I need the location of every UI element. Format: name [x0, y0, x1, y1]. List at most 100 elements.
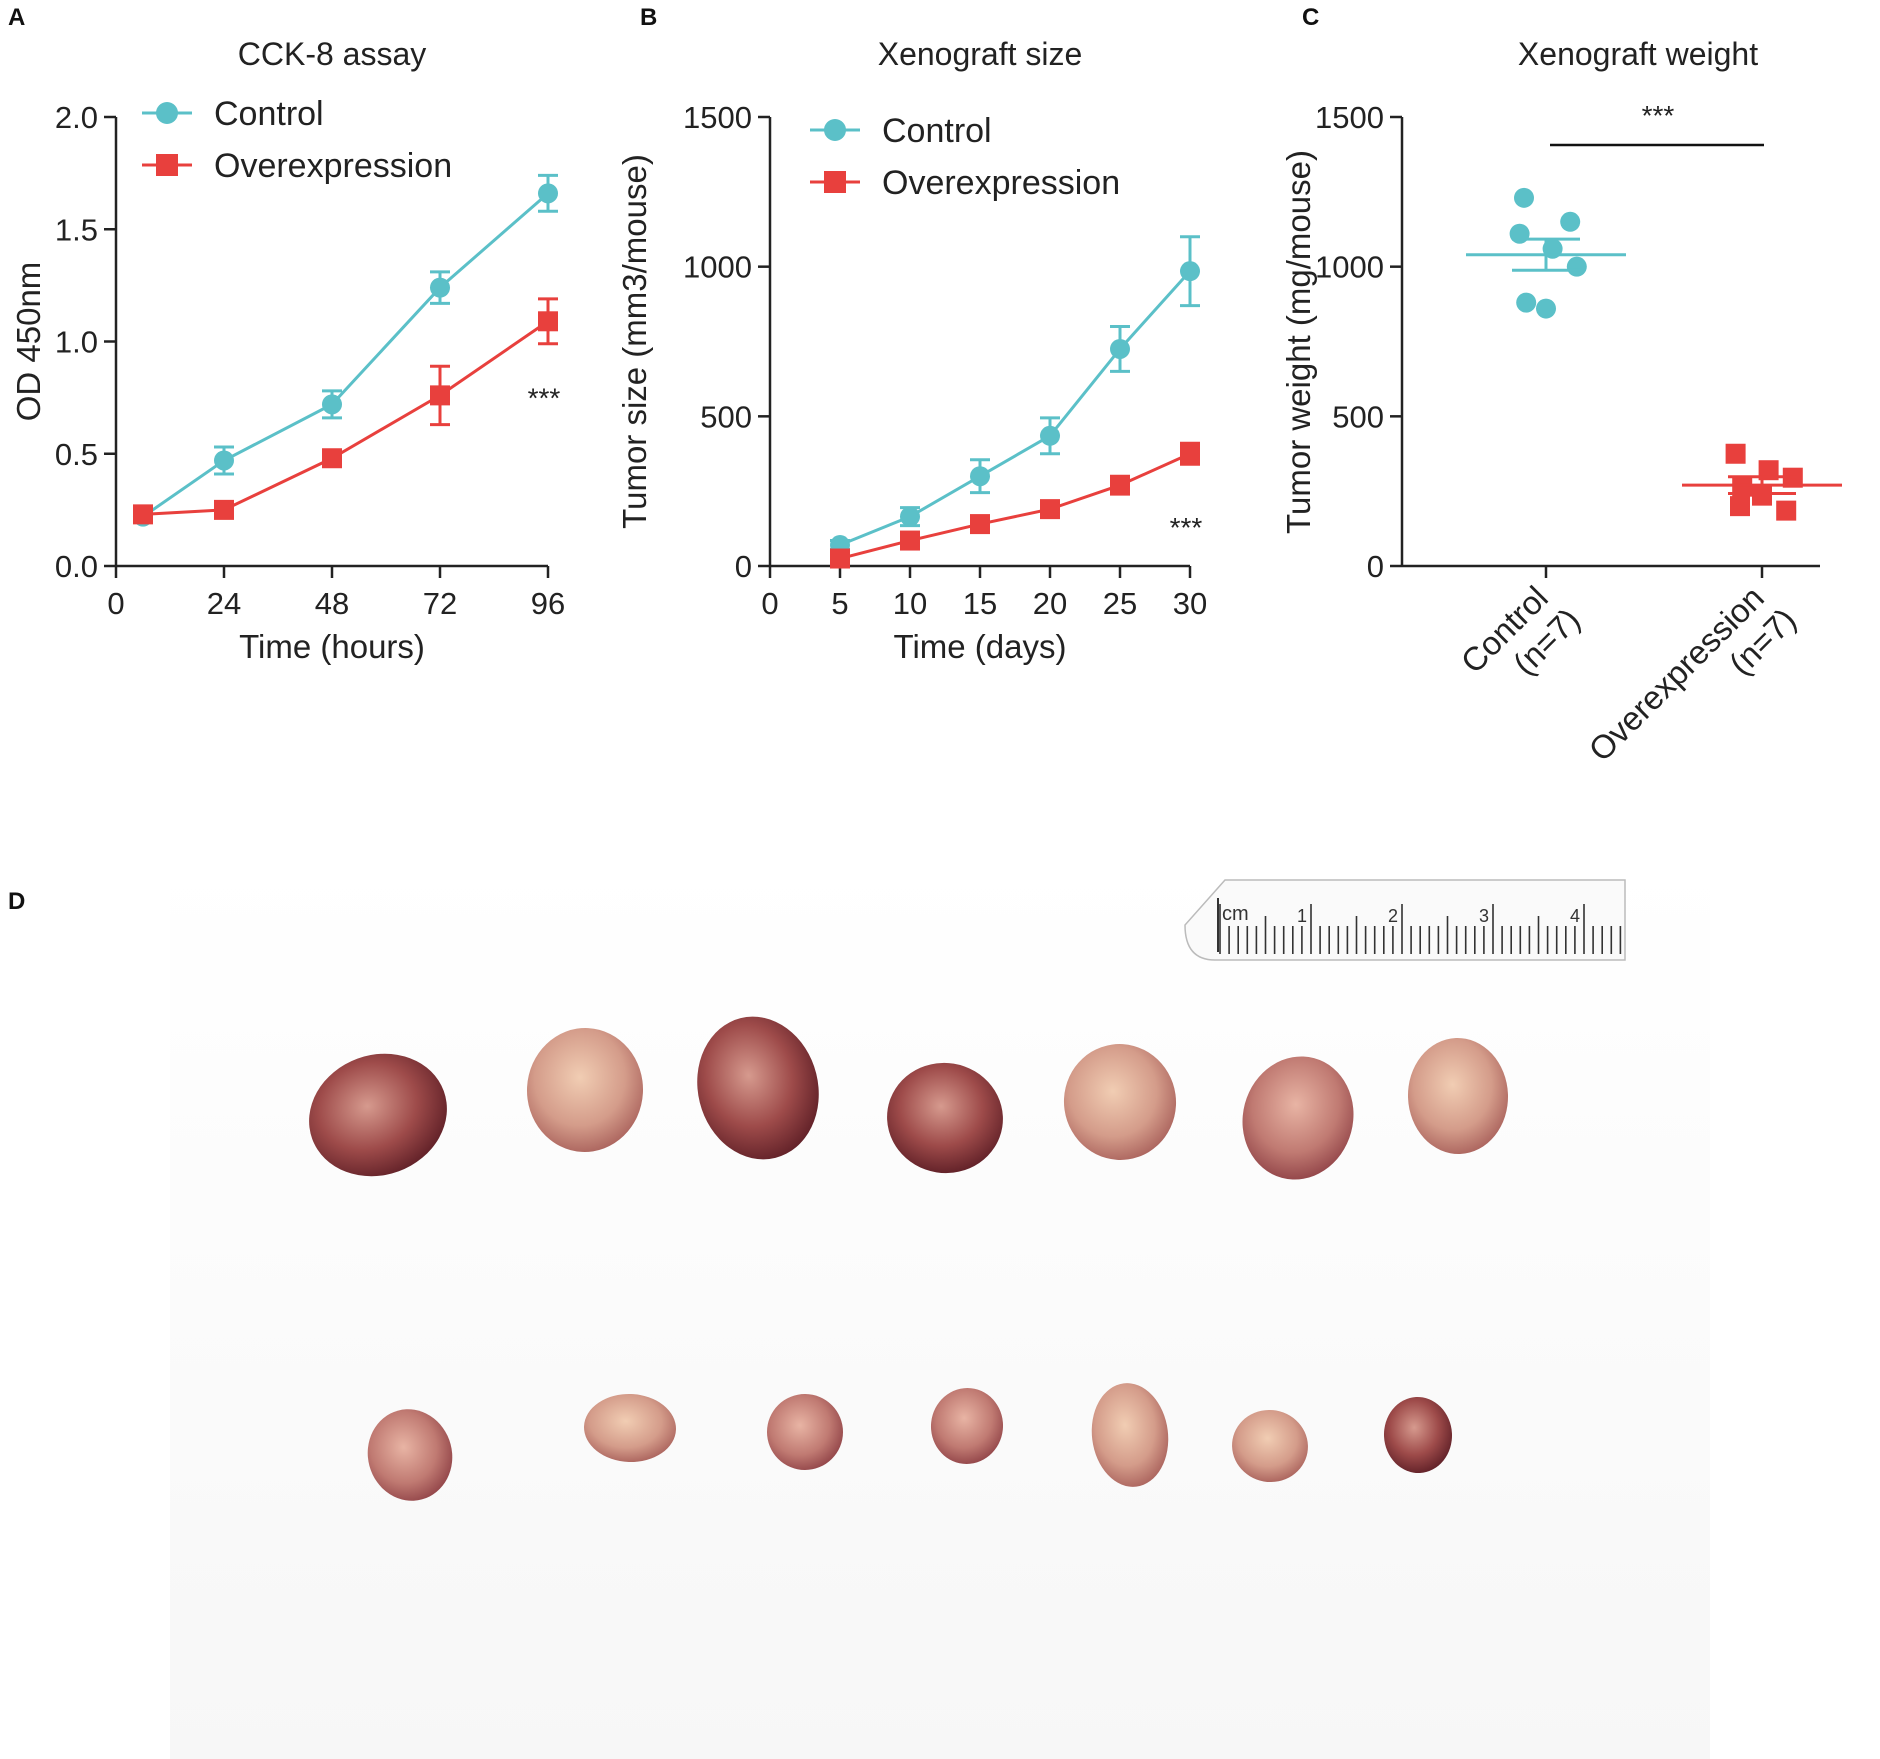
panel-d-letter: D [8, 888, 26, 915]
y-tick-label: 0 [1367, 549, 1384, 584]
ruler-unit-label: cm [1222, 903, 1249, 925]
tumor-top-row [1242, 1056, 1354, 1180]
series-control [830, 235, 1200, 556]
y-tick-label: 1500 [683, 100, 752, 135]
tumor-bottom-row [1091, 1383, 1169, 1487]
data-point [133, 504, 153, 525]
data-point [1110, 475, 1130, 496]
data-point [538, 311, 558, 332]
data-point [322, 448, 342, 469]
tumor-top-row [697, 1016, 819, 1160]
chart-title: Xenograft size [878, 36, 1083, 72]
y-tick-label: 1.0 [55, 325, 98, 360]
y-axis-label: Tumor size (mm3/mouse) [620, 154, 653, 529]
ruler-number: 4 [1570, 906, 1580, 926]
tumor-bottom-row [1383, 1397, 1453, 1473]
y-tick-label: 1500 [1315, 100, 1384, 135]
tumor-bottom-row [367, 1409, 453, 1501]
legend-marker [156, 102, 178, 124]
data-point [1560, 211, 1581, 232]
x-tick-label: 0 [107, 586, 124, 621]
x-tick-label: 20 [1033, 586, 1067, 621]
tumor-top-row [887, 1062, 1003, 1174]
data-point [1730, 496, 1750, 517]
data-point [1509, 223, 1530, 244]
legend-marker [824, 119, 846, 141]
data-point [1776, 500, 1797, 521]
series-line [142, 320, 549, 516]
series-line [142, 192, 549, 518]
ruler-number: 3 [1479, 906, 1489, 926]
group-overexpression [1682, 443, 1842, 521]
data-point [970, 466, 990, 487]
legend-marker [824, 171, 846, 193]
tumor-bottom-row [1232, 1409, 1308, 1483]
x-tick-label: 0 [761, 586, 778, 621]
data-point [430, 277, 450, 298]
y-tick-label: 1.5 [55, 212, 98, 247]
tumor-specimens [309, 1016, 1509, 1501]
legend-label: Control [214, 95, 324, 133]
tumor-top-row [526, 1028, 644, 1152]
data-point [1758, 460, 1779, 481]
data-point [1040, 499, 1060, 520]
data-point [900, 506, 920, 527]
x-tick-label: 72 [423, 586, 457, 621]
chart-title: CCK-8 assay [238, 36, 427, 72]
data-point [970, 514, 990, 535]
series-line [839, 452, 1191, 560]
tumor-top-row [309, 1053, 447, 1177]
data-point [1752, 485, 1772, 506]
x-tick-label: 10 [893, 586, 927, 621]
x-tick-label: 25 [1103, 586, 1137, 621]
significance-stars: *** [528, 383, 561, 414]
data-point [214, 499, 234, 520]
tumor-photo: cm 1 2 3 4 [170, 860, 1710, 1759]
photo-background [170, 860, 1710, 1759]
data-point [1180, 261, 1200, 282]
tumor-bottom-row [930, 1388, 1004, 1464]
ruler-number: 1 [1297, 906, 1307, 926]
series-overexpression [830, 441, 1200, 569]
data-point [830, 548, 850, 569]
y-axis-label: Tumor weight (mg/mouse) [1280, 150, 1317, 534]
y-tick-label: 1000 [1315, 250, 1384, 285]
data-point [1566, 256, 1587, 277]
tumor-top-row [1407, 1038, 1509, 1154]
significance-stars: *** [1642, 100, 1675, 131]
xenograft-size-chart: Xenograft size 0 500 1000 1500 0 5 10 15 20 25 30 Ti… [620, 36, 1207, 665]
x-tick-label: 30 [1173, 586, 1207, 621]
group-control [1466, 187, 1626, 319]
xenograft-weight-chart: Xenograft weight 0 500 1000 1500 Tumor weight… [1280, 36, 1842, 768]
cck8-chart: CCK-8 assay 0.0 0.5 1.0 1.5 2.0 0 24 48 72 96 Time … [10, 36, 565, 665]
x-tick-label: 96 [531, 586, 565, 621]
x-axis-label: Time (days) [894, 628, 1067, 665]
data-point [322, 394, 342, 415]
tumor-bottom-row [584, 1393, 676, 1463]
data-point [1516, 292, 1537, 313]
x-tick-label: 24 [207, 586, 241, 621]
ruler: cm 1 2 3 4 [1184, 879, 1626, 961]
series-control [133, 173, 558, 527]
data-point [1514, 187, 1534, 208]
data-point [1180, 443, 1200, 464]
data-point [1040, 425, 1060, 446]
y-tick-label: 500 [700, 399, 752, 434]
tumor-bottom-row [767, 1394, 843, 1470]
x-tick-label: 15 [963, 586, 997, 621]
panel-c-letter: C [1302, 4, 1320, 31]
y-tick-label: 1000 [683, 250, 752, 285]
ruler-number: 2 [1388, 906, 1398, 926]
y-tick-label: 0.0 [55, 549, 98, 584]
x-axis-label: Time (hours) [239, 628, 425, 665]
legend-marker [156, 154, 178, 176]
y-tick-label: 0 [735, 549, 752, 584]
data-point [1110, 338, 1130, 359]
series-line [839, 270, 1192, 547]
data-point [538, 183, 558, 204]
panel-b-letter: B [640, 4, 658, 31]
y-tick-label: 0.5 [55, 437, 98, 472]
data-point [214, 450, 234, 471]
legend-label: Overexpression [214, 147, 452, 185]
